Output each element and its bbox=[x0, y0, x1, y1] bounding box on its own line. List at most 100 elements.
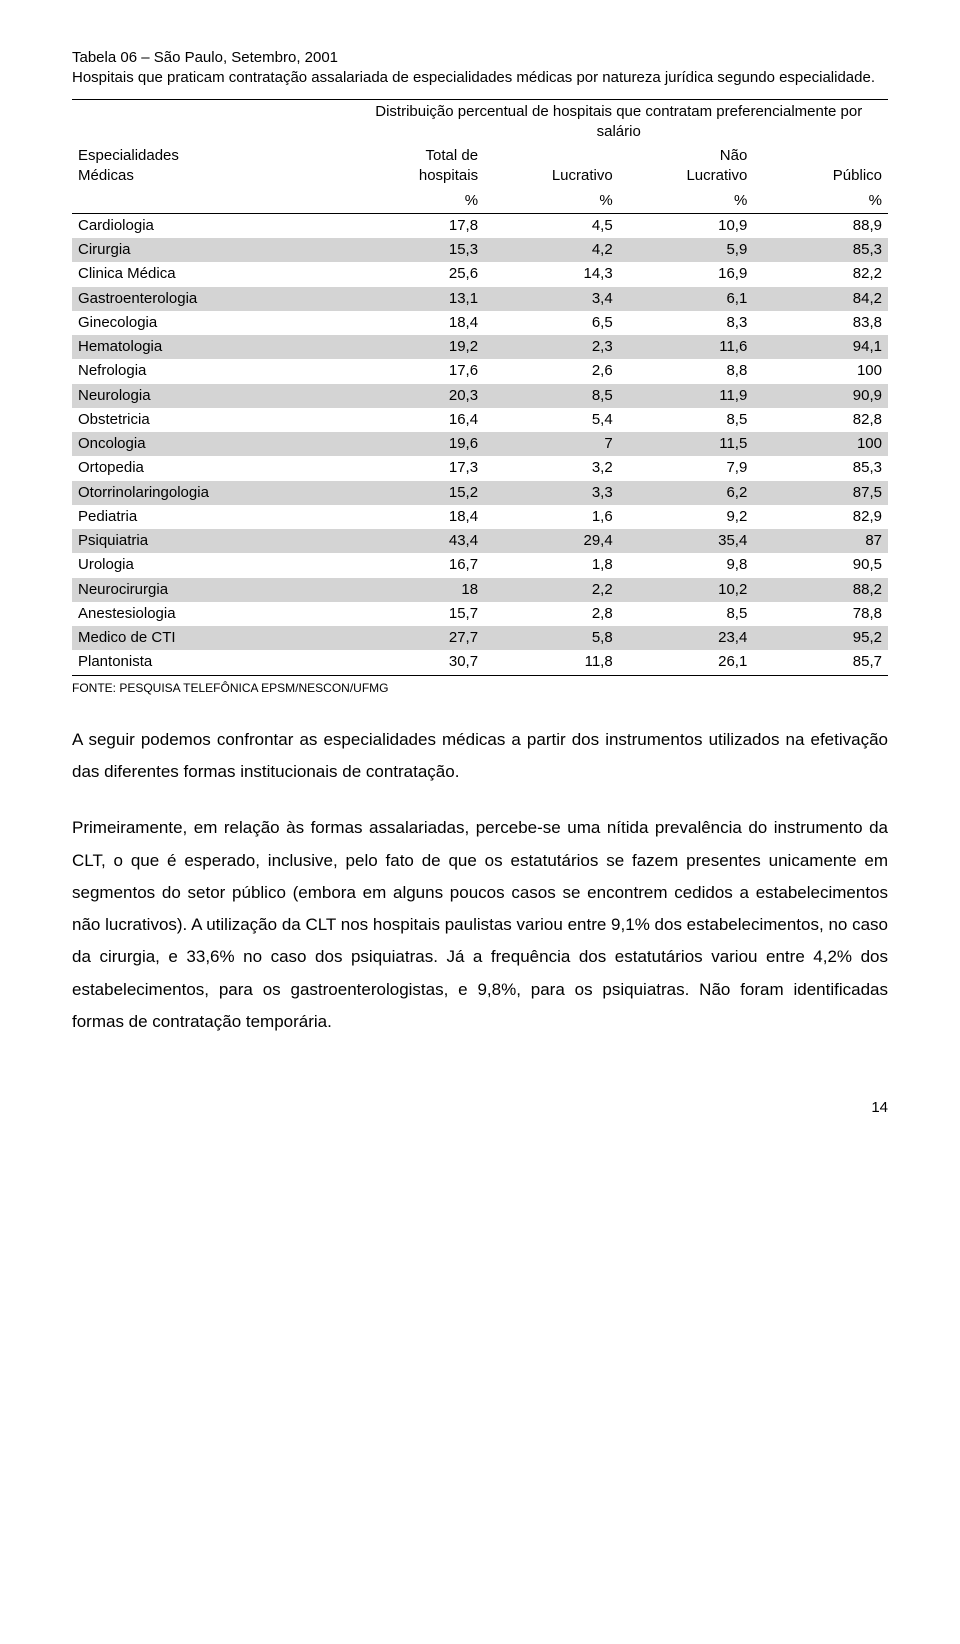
row-label: Ortopedia bbox=[72, 456, 349, 480]
cell: 5,4 bbox=[484, 408, 619, 432]
cell: 85,3 bbox=[753, 456, 888, 480]
row-label: Ginecologia bbox=[72, 311, 349, 335]
corner-l1: Especialidades bbox=[78, 147, 179, 164]
table-row: Neurocirurgia182,210,288,2 bbox=[72, 578, 888, 602]
table-row: Ginecologia18,46,58,383,8 bbox=[72, 311, 888, 335]
table-row: Cardiologia17,84,510,988,9 bbox=[72, 213, 888, 238]
cell: 11,9 bbox=[619, 384, 754, 408]
cell: 100 bbox=[753, 432, 888, 456]
cell: 8,8 bbox=[619, 359, 754, 383]
cell: 6,2 bbox=[619, 481, 754, 505]
cell: 11,6 bbox=[619, 335, 754, 359]
pct-3: % bbox=[619, 189, 754, 214]
cell: 6,1 bbox=[619, 287, 754, 311]
cell: 82,8 bbox=[753, 408, 888, 432]
cell: 17,8 bbox=[349, 213, 484, 238]
table-row: Plantonista30,711,826,185,7 bbox=[72, 650, 888, 675]
table-row: Nefrologia17,62,68,8100 bbox=[72, 359, 888, 383]
table-body: Cardiologia17,84,510,988,9Cirurgia15,34,… bbox=[72, 213, 888, 675]
cell: 17,3 bbox=[349, 456, 484, 480]
cell: 2,3 bbox=[484, 335, 619, 359]
cell: 1,8 bbox=[484, 553, 619, 577]
row-label: Otorrinolaringologia bbox=[72, 481, 349, 505]
cell: 85,3 bbox=[753, 238, 888, 262]
header-row-1: Especialidades Médicas Distribuição perc… bbox=[72, 99, 888, 144]
table-row: Ortopedia17,33,27,985,3 bbox=[72, 456, 888, 480]
table-row: Obstetricia16,45,48,582,8 bbox=[72, 408, 888, 432]
cell: 8,3 bbox=[619, 311, 754, 335]
table-row: Gastroenterologia13,13,46,184,2 bbox=[72, 287, 888, 311]
cell: 27,7 bbox=[349, 626, 484, 650]
table-row: Psiquiatria43,429,435,487 bbox=[72, 529, 888, 553]
cell: 8,5 bbox=[619, 602, 754, 626]
pct-2: % bbox=[484, 189, 619, 214]
page-number: 14 bbox=[72, 1098, 888, 1118]
cell: 1,6 bbox=[484, 505, 619, 529]
paragraph-2: Primeiramente, em relação às formas assa… bbox=[72, 812, 888, 1038]
cell: 9,2 bbox=[619, 505, 754, 529]
cell: 14,3 bbox=[484, 262, 619, 286]
cell: 15,3 bbox=[349, 238, 484, 262]
title-line-2: Hospitais que praticam contratação assal… bbox=[72, 68, 888, 88]
cell: 30,7 bbox=[349, 650, 484, 675]
table-row: Oncologia19,6711,5100 bbox=[72, 432, 888, 456]
cell: 8,5 bbox=[619, 408, 754, 432]
paragraph-1: A seguir podemos confrontar as especiali… bbox=[72, 724, 888, 789]
cell: 10,9 bbox=[619, 213, 754, 238]
cell: 87,5 bbox=[753, 481, 888, 505]
cell: 18 bbox=[349, 578, 484, 602]
col-publico: Público bbox=[753, 144, 888, 189]
cell: 82,2 bbox=[753, 262, 888, 286]
cell: 5,9 bbox=[619, 238, 754, 262]
cell: 85,7 bbox=[753, 650, 888, 675]
cell: 100 bbox=[753, 359, 888, 383]
cell: 25,6 bbox=[349, 262, 484, 286]
cell: 95,2 bbox=[753, 626, 888, 650]
merged-header: Distribuição percentual de hospitais que… bbox=[349, 99, 888, 144]
cell: 7,9 bbox=[619, 456, 754, 480]
cell: 9,8 bbox=[619, 553, 754, 577]
cell: 15,7 bbox=[349, 602, 484, 626]
row-label: Oncologia bbox=[72, 432, 349, 456]
title-line-1: Tabela 06 – São Paulo, Setembro, 2001 bbox=[72, 48, 888, 68]
cell: 10,2 bbox=[619, 578, 754, 602]
pct-4: % bbox=[753, 189, 888, 214]
row-label: Medico de CTI bbox=[72, 626, 349, 650]
cell: 23,4 bbox=[619, 626, 754, 650]
row-label: Plantonista bbox=[72, 650, 349, 675]
cell: 26,1 bbox=[619, 650, 754, 675]
table-title-block: Tabela 06 – São Paulo, Setembro, 2001 Ho… bbox=[72, 48, 888, 89]
cell: 2,8 bbox=[484, 602, 619, 626]
table-row: Clinica Médica25,614,316,982,2 bbox=[72, 262, 888, 286]
cell: 4,5 bbox=[484, 213, 619, 238]
cell: 29,4 bbox=[484, 529, 619, 553]
cell: 17,6 bbox=[349, 359, 484, 383]
table-row: Otorrinolaringologia15,23,36,287,5 bbox=[72, 481, 888, 505]
cell: 13,1 bbox=[349, 287, 484, 311]
cell: 35,4 bbox=[619, 529, 754, 553]
row-label: Gastroenterologia bbox=[72, 287, 349, 311]
cell: 11,5 bbox=[619, 432, 754, 456]
col-lucrativo: Lucrativo bbox=[484, 144, 619, 189]
row-label: Cardiologia bbox=[72, 213, 349, 238]
pct-row: % % % % bbox=[72, 189, 888, 214]
cell: 43,4 bbox=[349, 529, 484, 553]
cell: 8,5 bbox=[484, 384, 619, 408]
pct-1: % bbox=[349, 189, 484, 214]
col-total: Total de hospitais bbox=[349, 144, 484, 189]
table-footnote: FONTE: PESQUISA TELEFÔNICA EPSM/NESCON/U… bbox=[72, 680, 888, 696]
table-row: Urologia16,71,89,890,5 bbox=[72, 553, 888, 577]
corner-header: Especialidades Médicas bbox=[72, 99, 349, 189]
cell: 90,9 bbox=[753, 384, 888, 408]
cell: 16,4 bbox=[349, 408, 484, 432]
table-row: Pediatria18,41,69,282,9 bbox=[72, 505, 888, 529]
row-label: Clinica Médica bbox=[72, 262, 349, 286]
cell: 16,9 bbox=[619, 262, 754, 286]
cell: 87 bbox=[753, 529, 888, 553]
cell: 18,4 bbox=[349, 505, 484, 529]
row-label: Nefrologia bbox=[72, 359, 349, 383]
row-label: Anestesiologia bbox=[72, 602, 349, 626]
data-table: Especialidades Médicas Distribuição perc… bbox=[72, 99, 888, 676]
table-row: Medico de CTI27,75,823,495,2 bbox=[72, 626, 888, 650]
cell: 16,7 bbox=[349, 553, 484, 577]
